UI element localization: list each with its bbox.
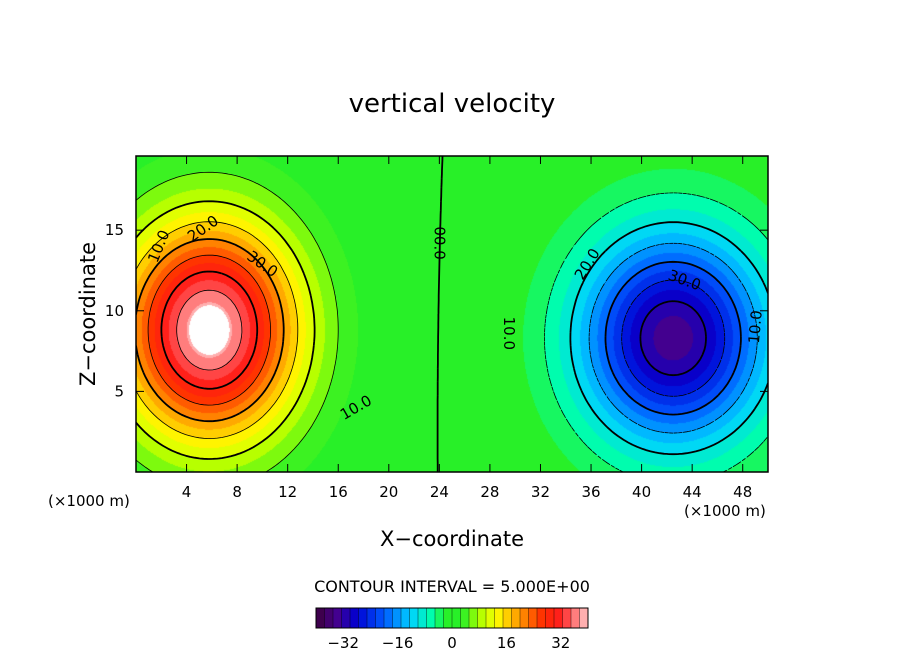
colorbar-segment — [367, 608, 376, 628]
colorbar-segment — [358, 608, 368, 628]
colorbar-segment — [545, 608, 555, 628]
colorbar-segment — [333, 608, 342, 628]
contour-label: 00.0 — [430, 226, 448, 259]
colorbar-segment — [375, 608, 385, 628]
x-tick-label: 4 — [182, 483, 192, 501]
x-tick-label: 32 — [531, 483, 550, 501]
colorbar-segment — [401, 608, 410, 628]
y-axis: 5 10 15 — [105, 221, 768, 400]
x-tick-label: 48 — [733, 483, 752, 501]
contour-line — [160, 270, 259, 390]
y-unit-label: (×1000 m) — [48, 492, 130, 510]
contour-line — [436, 156, 444, 472]
colorbar-segment — [409, 608, 419, 628]
colorbar-segment — [452, 608, 461, 628]
colorbar-segment — [520, 608, 529, 628]
contour-label: 10.0 — [500, 317, 518, 350]
contour-lines — [136, 156, 768, 472]
contour-label-text: 10.0 — [745, 309, 766, 344]
contour-line — [136, 221, 299, 439]
colorbar-segment — [528, 608, 538, 628]
colorbar-segment — [426, 608, 436, 628]
colorbar-segment — [571, 608, 580, 628]
colorbar-frame — [315, 607, 589, 629]
colorbar-tick-label: 0 — [447, 634, 457, 652]
chart-title: vertical velocity — [349, 89, 556, 119]
colorbar-segment — [418, 608, 427, 628]
contour-line — [639, 300, 707, 377]
colorbar-segment — [469, 608, 478, 628]
x-tick-label: 28 — [480, 483, 499, 501]
colorbar-segment — [486, 608, 495, 628]
colorbar-segment — [494, 608, 504, 628]
x-tick-label: 12 — [278, 483, 297, 501]
x-tick-label: 24 — [430, 483, 449, 501]
x-unit-label: (×1000 m) — [684, 502, 766, 520]
x-tick-label: 16 — [329, 483, 348, 501]
colorbar-segment — [392, 608, 402, 628]
contour-line — [136, 171, 339, 472]
colorbar-segment — [350, 608, 359, 628]
x-tick-label: 44 — [683, 483, 702, 501]
colorbar-segment — [554, 608, 563, 628]
colorbar-segment — [435, 608, 444, 628]
y-tick-label: 10 — [105, 302, 124, 320]
contour-line — [136, 200, 316, 460]
contour-label-text: 10.0 — [500, 317, 518, 350]
contour-label: 10.0 — [745, 309, 766, 344]
contour-line — [569, 221, 768, 456]
colorbar-ticks: −32 −16 0 16 32 — [327, 634, 570, 652]
contour-label-text: 00.0 — [430, 226, 448, 259]
colorbar: −32 −16 0 16 32 — [315, 607, 589, 652]
colorbar-segment — [537, 608, 546, 628]
colorbar-tick-label: 32 — [551, 634, 570, 652]
colorbar-segment — [503, 608, 512, 628]
colorbar-segment — [443, 608, 453, 628]
x-tick-label: 8 — [232, 483, 242, 501]
colorbar-segment — [341, 608, 351, 628]
colorbar-tick-label: −16 — [382, 634, 414, 652]
colorbar-segments — [315, 607, 589, 629]
contour-interval-text: CONTOUR INTERVAL = 5.000E+00 — [314, 577, 590, 596]
colorbar-segment — [562, 608, 572, 628]
x-tick-label: 20 — [379, 483, 398, 501]
y-tick-label: 5 — [114, 382, 124, 400]
contour-line — [176, 289, 243, 371]
contour-line — [136, 238, 285, 423]
colorbar-tick-label: 16 — [497, 634, 516, 652]
contour-line — [604, 260, 742, 416]
colorbar-segment — [316, 608, 325, 628]
contour-line — [147, 254, 271, 406]
y-tick-label: 15 — [105, 221, 124, 239]
colorbar-segment — [579, 608, 589, 628]
colorbar-tick-label: −32 — [327, 634, 359, 652]
contour-line — [621, 279, 726, 397]
contour-line — [588, 242, 758, 434]
colorbar-segment — [511, 608, 521, 628]
x-axis: 4 8 12 16 20 24 28 32 36 40 44 48 — [182, 156, 752, 501]
colorbar-segment — [460, 608, 470, 628]
heatmap-field — [136, 156, 768, 472]
x-axis-label: X−coordinate — [380, 527, 524, 551]
x-tick-label: 40 — [632, 483, 651, 501]
contour-line — [544, 192, 768, 472]
x-tick-label: 36 — [581, 483, 600, 501]
colorbar-segment — [477, 608, 487, 628]
y-axis-label: Z−coordinate — [76, 242, 100, 386]
colorbar-segment — [324, 608, 334, 628]
plot-frame — [135, 155, 769, 473]
colorbar-segment — [384, 608, 393, 628]
